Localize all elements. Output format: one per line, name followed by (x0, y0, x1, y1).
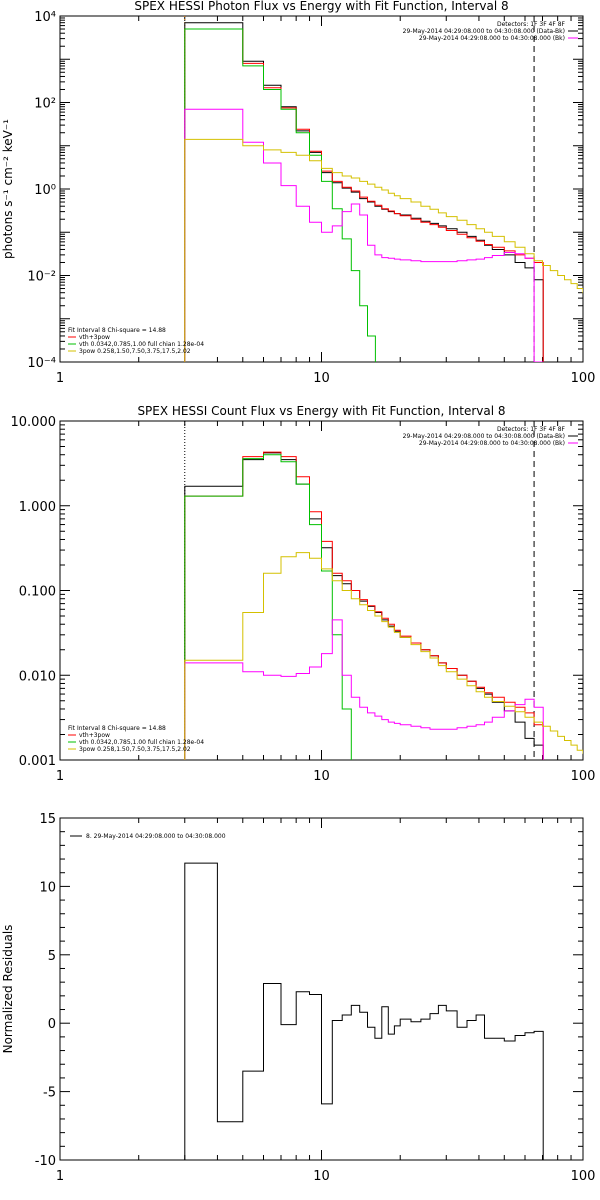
chart-panel-3: Normalized Residuals 1 10 100 -10 -5 0 5 10 15 8. … (1, 812, 595, 1184)
series-line-5 (184, 138, 583, 362)
y-tick-label: 10 (39, 880, 56, 895)
chart-panel-2: SPEX HESSI Count Flux vs Energy with Fit… (11, 404, 596, 784)
chart-title: SPEX HESSI Count Flux vs Energy with Fit… (137, 404, 505, 418)
plot-frame (59, 817, 584, 1161)
series-line-5 (184, 552, 583, 760)
x-tick-label: 100 (571, 371, 596, 386)
x-tick-label: 10 (313, 371, 330, 386)
legend-bottom-entry: 3pow 0.258,1.50,7.50,3.75,17.5,2.02 (79, 348, 191, 355)
y-tick-label: -10 (35, 1154, 56, 1169)
legend-bottom-entry: vth+3pow (79, 732, 110, 739)
x-tick-label: 100 (571, 769, 596, 784)
legend-top-entry: Detectors: 1F 3F 4F 8F (497, 21, 566, 28)
y-tick-label: 0.001 (19, 754, 56, 769)
y-axis-label: photons s⁻¹ cm⁻² keV⁻¹ (1, 119, 15, 259)
y-tick-label: 10.000 (11, 415, 57, 430)
legend-bottom-entry: 3pow 0.258,1.50,7.50,3.75,17.5,2.02 (79, 746, 191, 753)
series-line-4 (184, 108, 544, 362)
legend-bottom-entry: Fit Interval 8 Chi-square = 14.88 (68, 327, 166, 334)
plot-data (184, 862, 544, 1160)
x-tick-label: 1 (56, 769, 64, 784)
x-tick-label: 10 (313, 1169, 330, 1184)
series-line-3 (184, 454, 361, 760)
legend-top-entry: 8. 29-May-2014 04:29:08.000 to 04:30:08.… (86, 833, 226, 840)
plot-data (184, 16, 583, 362)
y-tick-label: 10⁴ (34, 10, 56, 25)
x-tick-label: 100 (571, 1169, 596, 1184)
chart-title: SPEX HESSI Photon Flux vs Energy with Fi… (134, 0, 508, 13)
legend-top-entry: 29-May-2014 04:29:08.000 to 04:30:08.000… (419, 35, 565, 42)
y-tick-label: 0.010 (19, 669, 56, 684)
y-tick-label: 5 (48, 949, 56, 964)
y-tick-label: 10⁻² (27, 270, 56, 285)
legend-bottom-entry: Fit Interval 8 Chi-square = 14.88 (68, 725, 166, 732)
legend-top-entry: 29-May-2014 04:29:08.000 to 04:30:08.000… (403, 433, 565, 440)
y-tick-label: 0.100 (19, 585, 56, 600)
y-tick-label: 0 (48, 1017, 56, 1032)
series-line-1 (184, 862, 544, 1160)
y-tick-label: 10² (34, 97, 56, 112)
y-tick-label: 1.000 (19, 500, 56, 515)
plot-data (184, 421, 583, 760)
series-line-2 (184, 28, 544, 362)
y-tick-label: -5 (43, 1086, 56, 1101)
x-tick-label: 10 (313, 769, 330, 784)
x-tick-label: 1 (56, 371, 64, 386)
series-line-2 (184, 451, 544, 760)
legend-bottom-entry: vth 0.0342,0.785,1.00 full chian 1.28e-0… (79, 739, 204, 746)
y-tick-label: 10⁰ (34, 183, 56, 198)
legend-top-entry: 29-May-2014 04:29:08.000 to 04:30:08.000… (419, 440, 565, 447)
chart-panel-1: SPEX HESSI Photon Flux vs Energy with Fi… (1, 0, 595, 386)
series-line-1 (184, 22, 544, 362)
series-line-4 (184, 619, 544, 760)
y-tick-label: 10⁻⁴ (27, 356, 56, 371)
series-line-3 (184, 28, 376, 362)
y-axis-label: Normalized Residuals (1, 925, 15, 1054)
legend-bottom-entry: vth+3pow (79, 334, 110, 341)
legend-top-entry: 29-May-2014 04:29:08.000 to 04:30:08.000… (403, 28, 565, 35)
series-line-1 (184, 452, 544, 760)
legend-top-entry: Detectors: 1F 3F 4F 8F (497, 426, 566, 433)
plot-frame (59, 15, 584, 363)
y-tick-label: 15 (39, 812, 56, 827)
legend-bottom-entry: vth 0.0342,0.785,1.00 full chian 1.28e-0… (79, 341, 204, 348)
x-tick-label: 1 (56, 1169, 64, 1184)
